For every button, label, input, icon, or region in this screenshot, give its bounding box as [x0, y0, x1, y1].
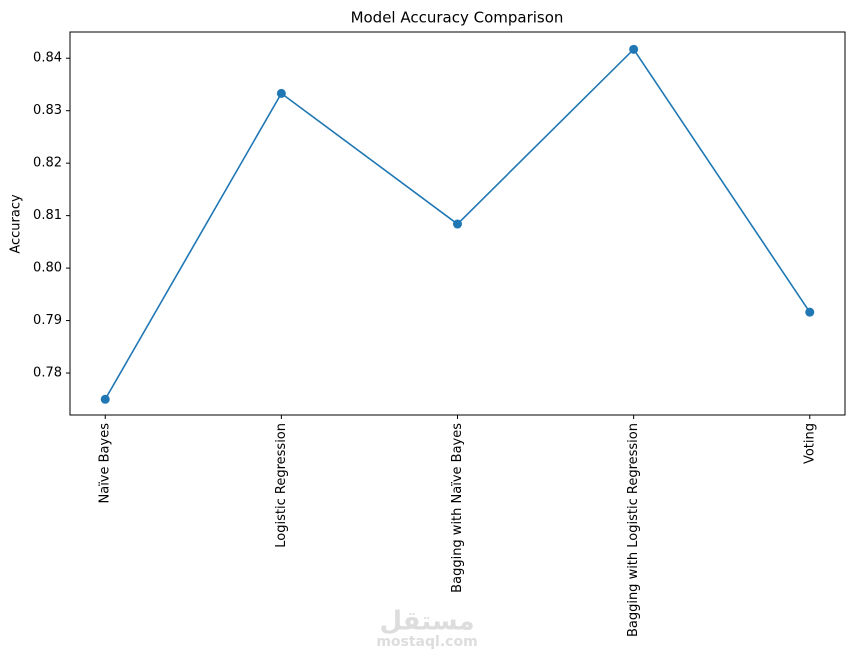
y-tick-label: 0.79: [33, 313, 62, 328]
y-tick-label: 0.78: [33, 366, 62, 381]
x-tick-label: Logistic Regression: [274, 423, 289, 548]
watermark: mostaql.com: [376, 634, 477, 650]
x-tick-label: Bagging with Naïve Bayes: [450, 423, 465, 593]
y-tick-label: 0.84: [33, 51, 62, 66]
x-tick-label: Voting: [802, 423, 817, 464]
chart-title: Model Accuracy Comparison: [351, 9, 564, 27]
y-tick-label: 0.82: [33, 156, 62, 171]
y-tick-label: 0.81: [33, 208, 62, 223]
point: [453, 219, 462, 229]
y-tick-label: 0.83: [33, 103, 62, 118]
point: [629, 44, 639, 54]
y-axis-label: Accuracy: [9, 194, 24, 254]
x-tick-label: Naïve Bayes: [98, 423, 113, 504]
x-tick-label: Bagging with Logistic Regression: [626, 423, 641, 637]
point: [276, 88, 286, 98]
watermark: مستقل: [379, 607, 474, 637]
point: [805, 307, 815, 317]
point: [100, 394, 110, 404]
y-tick-label: 0.80: [33, 261, 62, 276]
